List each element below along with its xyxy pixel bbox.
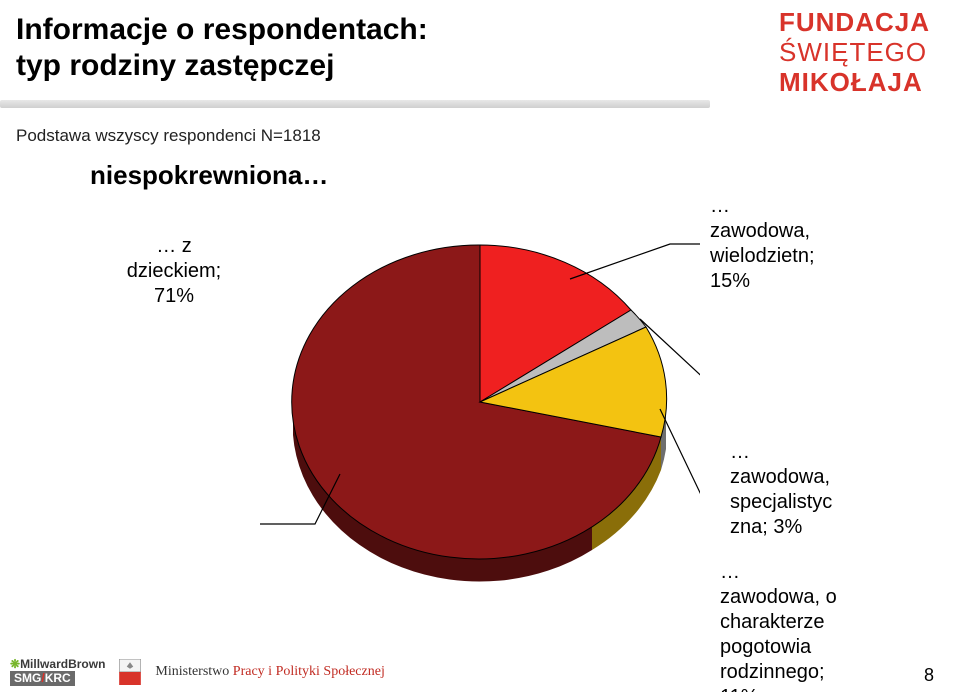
ministry-label: Ministerstwo Pracy i Polityki Społecznej — [155, 664, 384, 680]
label-line: … — [710, 195, 730, 217]
eagle-icon — [119, 659, 141, 685]
flower-icon: ❋ — [10, 657, 20, 671]
fundacja-logo: FUNDACJA ŚWIĘTEGO MIKOŁAJA — [779, 8, 930, 98]
mb-top-text: MillwardBrown — [20, 657, 105, 671]
page-title: Informacje o respondentach: typ rodziny … — [16, 12, 428, 84]
logo-line1: FUNDACJA — [779, 8, 930, 38]
ministry-red: Pracy i Polityki Społecznej — [233, 664, 385, 679]
footer: ❋MillwardBrown SMG/KRC Ministerstwo Prac… — [10, 658, 385, 686]
pie-top — [292, 245, 667, 559]
millwardbrown-logo: ❋MillwardBrown SMG/KRC — [10, 658, 105, 686]
logo-line2: ŚWIĘTEGO — [779, 38, 930, 68]
label-line: … — [720, 561, 740, 583]
label-line: zawodowa, — [730, 466, 830, 488]
pie-chart — [260, 184, 700, 624]
label-line: wielodzietn; — [710, 245, 815, 267]
label-line: zna; 3% — [730, 516, 802, 538]
label-specjalistyczna: … zawodowa, specjalistyc zna; 3% — [730, 440, 900, 540]
label-line: 71% — [154, 285, 194, 307]
label-line: … — [730, 441, 750, 463]
subtitle: Podstawa wszyscy respondenci N=1818 — [16, 126, 321, 146]
pie-chart-area: niespokrewniona… — [70, 160, 890, 640]
logo-line3: MIKOŁAJA — [779, 68, 930, 98]
title-line2: typ rodziny zastępczej — [16, 49, 334, 82]
label-line: dzieckiem; — [127, 260, 221, 282]
label-line: rodzinnego; — [720, 661, 825, 683]
label-line: … z — [156, 235, 192, 257]
label-line: pogotowia — [720, 636, 811, 658]
page-number: 8 — [924, 665, 934, 686]
mb-bottom-b: KRC — [45, 671, 71, 685]
label-wielodzietn: … zawodowa, wielodzietn; 15% — [710, 194, 880, 294]
title-line1: Informacje o respondentach: — [16, 13, 428, 46]
label-line: charakterze — [720, 611, 825, 633]
header: Informacje o respondentach: typ rodziny … — [0, 0, 960, 110]
label-line: zawodowa, o — [720, 586, 837, 608]
label-z-dzieckiem: … z dzieckiem; 71% — [94, 234, 254, 309]
title-underline — [0, 100, 710, 108]
label-line: zawodowa, — [710, 220, 810, 242]
label-line: 15% — [710, 270, 750, 292]
mb-bottom-a: SMG — [14, 671, 41, 685]
label-line: 11% — [720, 686, 759, 692]
label-pogotowia: … zawodowa, o charakterze pogotowia rodz… — [720, 560, 900, 692]
ministry-prefix: Ministerstwo — [155, 664, 232, 679]
label-line: specjalistyc — [730, 491, 832, 513]
